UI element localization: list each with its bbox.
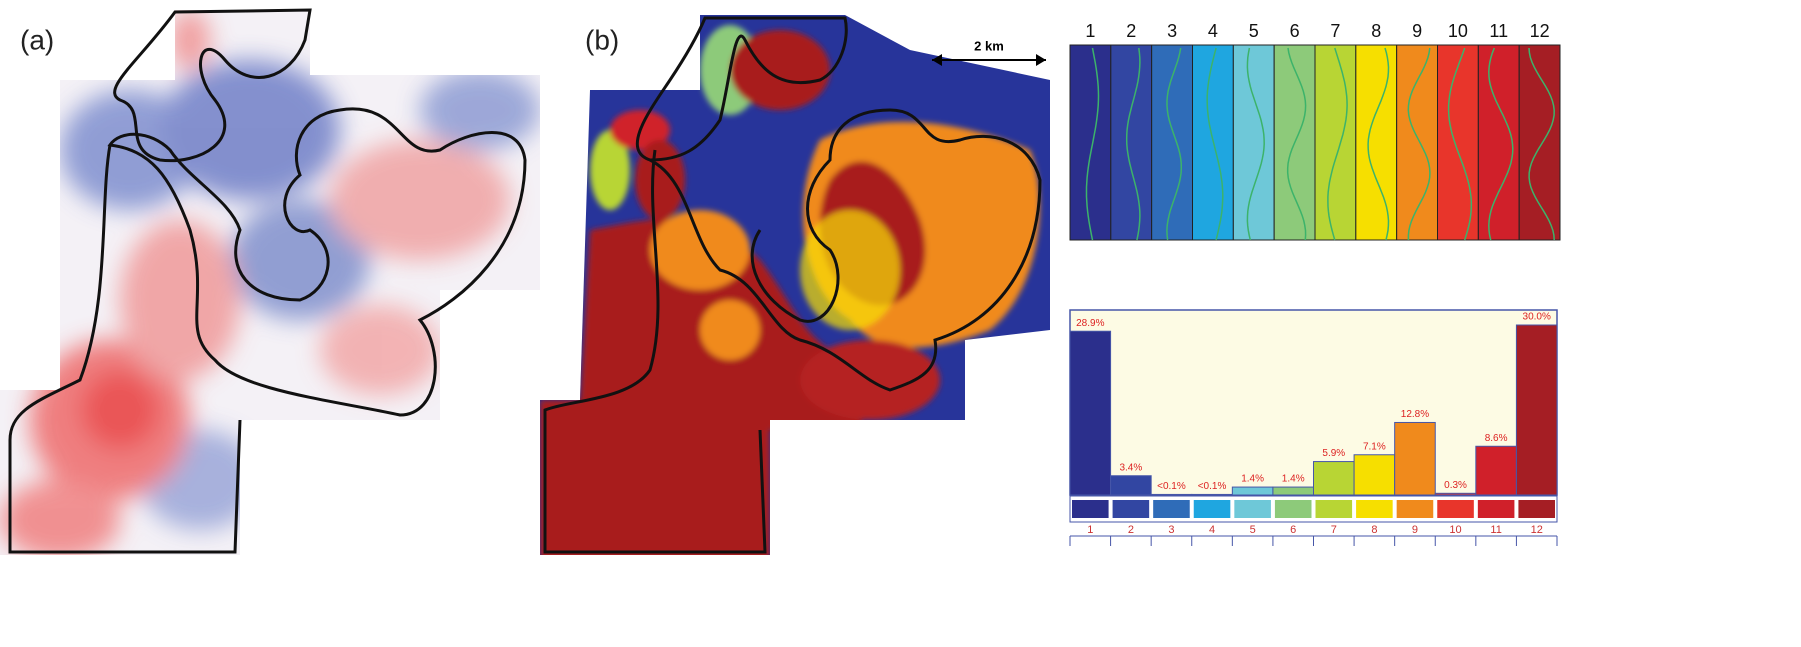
x-tick-label: 12 [1531, 524, 1543, 536]
bar [1151, 494, 1192, 495]
color-swatch [1194, 500, 1231, 518]
class-number: 9 [1412, 21, 1422, 41]
class-number: 11 [1489, 21, 1508, 41]
class-column [1478, 45, 1519, 240]
value-label: 0.3% [1444, 480, 1467, 491]
value-label: 1.4% [1282, 474, 1305, 485]
bar [1232, 487, 1273, 495]
x-tick-label: 5 [1250, 524, 1256, 536]
class-column [1397, 45, 1438, 240]
class-number: 6 [1290, 21, 1300, 41]
value-label: 8.6% [1485, 433, 1508, 444]
class-number: 1 [1085, 21, 1095, 41]
class-number: 2 [1126, 21, 1136, 41]
color-swatch [1072, 500, 1109, 518]
map-a [0, 0, 540, 560]
x-tick-label: 3 [1168, 524, 1174, 536]
class-column [1438, 45, 1479, 240]
value-label: 30.0% [1523, 312, 1551, 323]
color-swatch [1437, 500, 1474, 518]
color-swatch [1234, 500, 1271, 518]
value-label: <0.1% [1157, 481, 1186, 492]
x-tick-label: 11 [1490, 524, 1501, 536]
bar [1111, 476, 1152, 495]
x-tick-label: 8 [1371, 524, 1377, 536]
x-tick-label: 1 [1087, 524, 1093, 536]
panel-label: (b) [585, 24, 619, 55]
color-swatch [1275, 500, 1312, 518]
bar [1273, 487, 1314, 495]
class-column [1152, 45, 1193, 240]
class-number: 10 [1448, 21, 1468, 41]
class-number: 12 [1530, 21, 1550, 41]
value-label: 5.9% [1322, 448, 1345, 459]
bar [1476, 446, 1517, 495]
figure: (a) (b) 2 km 12345678910111228.9%13.4%2<… [0, 0, 1801, 642]
page: (a) (b) 2 km 12345678910111228.9%13.4%2<… [0, 0, 1801, 642]
class-number: 4 [1208, 21, 1218, 41]
value-label: 3.4% [1119, 462, 1142, 473]
class-column [1315, 45, 1356, 240]
bar [1435, 493, 1476, 495]
value-label: 28.9% [1076, 318, 1104, 329]
class-number: 3 [1167, 21, 1177, 41]
x-tick-label: 6 [1290, 524, 1296, 536]
class-column [1519, 45, 1560, 240]
scale-label: 2 km [974, 38, 1004, 53]
bar [1395, 422, 1436, 495]
class-number: 7 [1330, 21, 1340, 41]
bar [1314, 462, 1355, 495]
color-swatch [1316, 500, 1353, 518]
x-tick-label: 2 [1128, 524, 1134, 536]
value-label: 7.1% [1363, 441, 1386, 452]
class-column [1356, 45, 1397, 240]
bar [1070, 331, 1111, 495]
bar [1516, 325, 1557, 495]
class-column [1233, 45, 1274, 240]
x-tick-label: 9 [1412, 524, 1418, 536]
value-label: 1.4% [1241, 474, 1264, 485]
class-column [1111, 45, 1152, 240]
x-tick-label: 4 [1209, 524, 1215, 536]
class-column [1070, 45, 1111, 240]
x-tick-label: 10 [1449, 524, 1461, 536]
panel-label: (a) [20, 24, 54, 55]
value-label: 12.8% [1401, 409, 1429, 420]
x-tick-label: 7 [1331, 524, 1337, 536]
value-label: <0.1% [1198, 481, 1227, 492]
bar [1192, 494, 1233, 495]
color-swatch [1478, 500, 1515, 518]
class-number: 8 [1371, 21, 1381, 41]
color-swatch [1113, 500, 1150, 518]
color-swatch [1153, 500, 1190, 518]
color-swatch [1518, 500, 1555, 518]
class-number: 5 [1249, 21, 1259, 41]
bar [1354, 455, 1395, 495]
color-swatch [1356, 500, 1393, 518]
color-swatch [1397, 500, 1434, 518]
